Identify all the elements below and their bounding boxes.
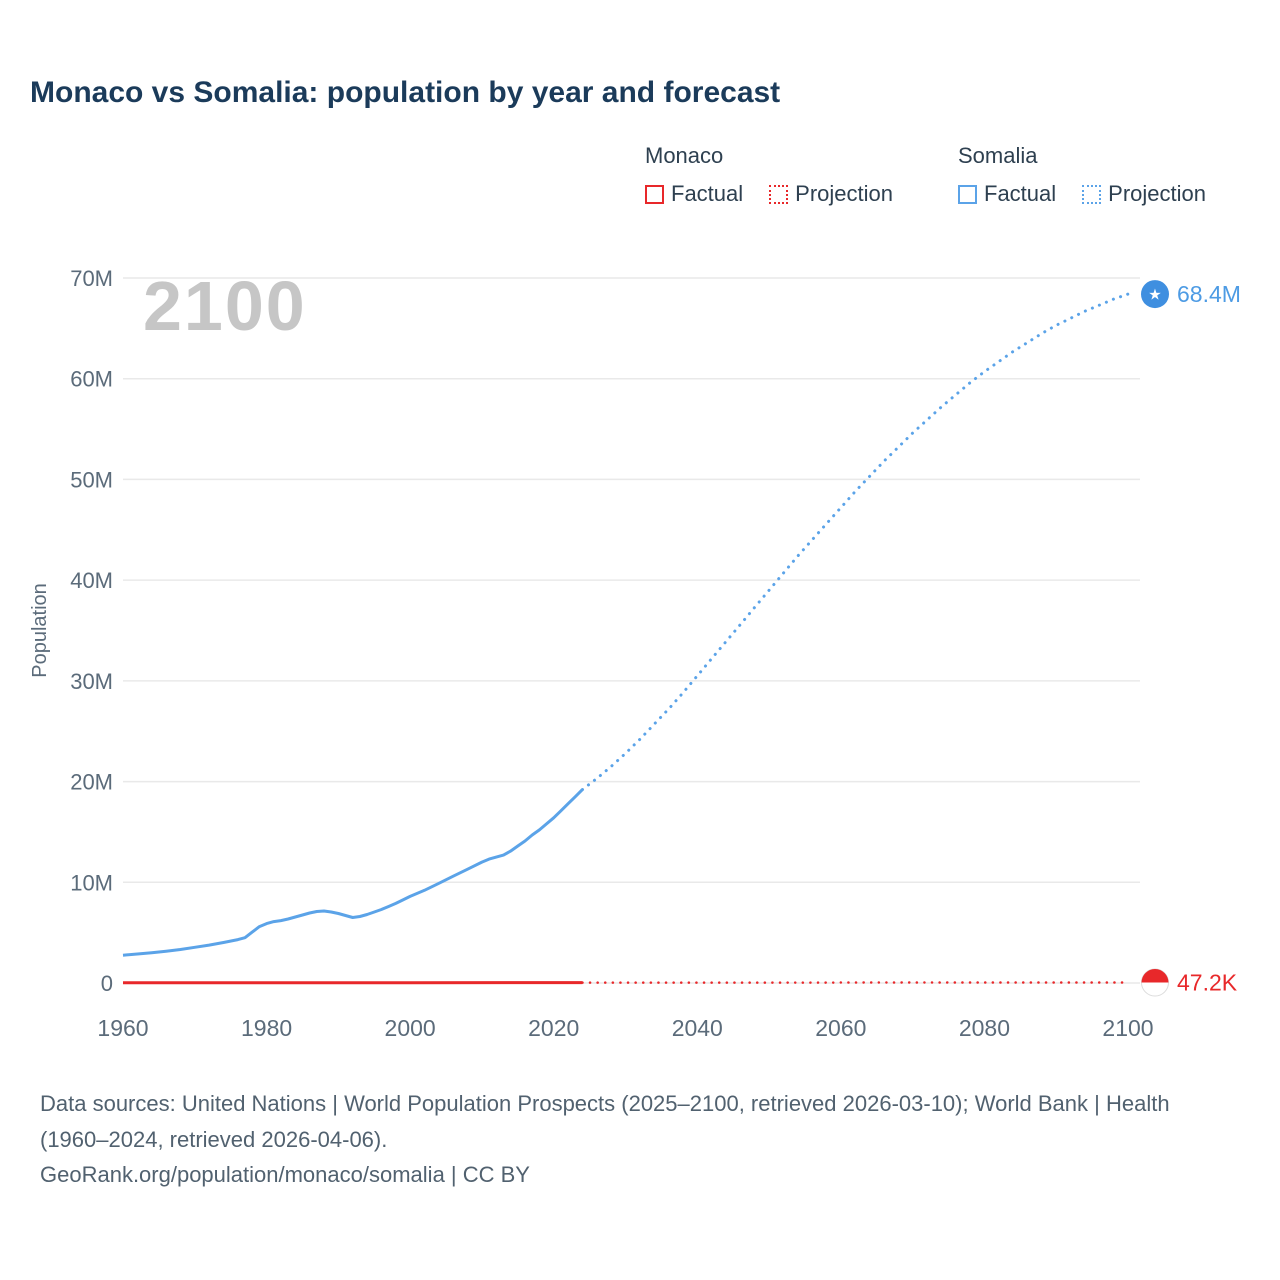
y-tick-label: 40M xyxy=(70,568,113,593)
legend-monaco-name: Monaco xyxy=(645,143,724,168)
legend-label: Factual xyxy=(671,181,744,206)
monaco-flag-top-half xyxy=(1141,969,1169,983)
y-tick-label: 10M xyxy=(70,870,113,895)
page-title: Monaco vs Somalia: population by year an… xyxy=(30,76,781,109)
end-value-label: 68.4M xyxy=(1177,281,1241,307)
x-tick-label: 2060 xyxy=(815,1015,866,1041)
somalia-factual-swatch-icon xyxy=(958,184,977,204)
chart-footer: Data sources: United Nations | World Pop… xyxy=(40,1086,1220,1193)
y-axis-title: Population xyxy=(29,583,51,678)
y-tick-label: 60M xyxy=(70,367,113,392)
series-somalia-factual xyxy=(122,788,584,957)
legend-monaco-projection[interactable]: Projection xyxy=(769,181,893,207)
x-tick-label: 2040 xyxy=(672,1015,723,1041)
data-sources-text: Data sources: United Nations | World Pop… xyxy=(40,1091,1170,1152)
x-tick-label: 1980 xyxy=(241,1015,292,1041)
watermark-year: 2100 xyxy=(143,267,307,345)
legend-label: Projection xyxy=(1108,181,1206,206)
legend-somalia-projection[interactable]: Projection xyxy=(1082,181,1206,207)
legend-monaco: Monaco Factual Projection xyxy=(645,143,893,207)
monaco-factual-swatch-icon xyxy=(645,184,664,204)
y-tick-label: 20M xyxy=(70,770,113,795)
legend-somalia-name: Somalia xyxy=(958,143,1038,168)
series-somalia-projection xyxy=(580,292,1130,792)
somalia-projection-swatch-icon xyxy=(1082,184,1102,204)
end-value-label: 47.2K xyxy=(1177,970,1238,996)
legend-monaco-factual[interactable]: Factual xyxy=(645,181,743,207)
attribution-link[interactable]: GeoRank.org/population/monaco/somalia | … xyxy=(40,1162,530,1188)
legend-somalia-factual[interactable]: Factual xyxy=(958,181,1056,207)
legend-label: Factual xyxy=(984,181,1057,206)
monaco-projection-swatch-icon xyxy=(769,184,789,204)
x-tick-label: 2020 xyxy=(528,1015,579,1041)
y-tick-label: 30M xyxy=(70,669,113,694)
x-tick-label: 2000 xyxy=(385,1015,436,1041)
y-tick-label: 0 xyxy=(101,971,113,996)
x-tick-label: 2080 xyxy=(959,1015,1010,1041)
somalia-flag-marker-icon xyxy=(1141,280,1169,309)
star-icon: ★ xyxy=(1148,287,1161,304)
y-tick-label: 50M xyxy=(70,467,113,492)
x-tick-label: 2100 xyxy=(1102,1015,1153,1041)
population-chart: 0 10M 20M 30M 40M 50M 60M 70M 1960 1980 2000 2020 20… xyxy=(29,266,1241,1041)
y-tick-label: 70M xyxy=(70,266,113,291)
legend-label: Projection xyxy=(795,181,893,206)
legend-somalia: Somalia Factual Projection xyxy=(958,143,1206,207)
x-tick-label: 1960 xyxy=(97,1015,148,1041)
